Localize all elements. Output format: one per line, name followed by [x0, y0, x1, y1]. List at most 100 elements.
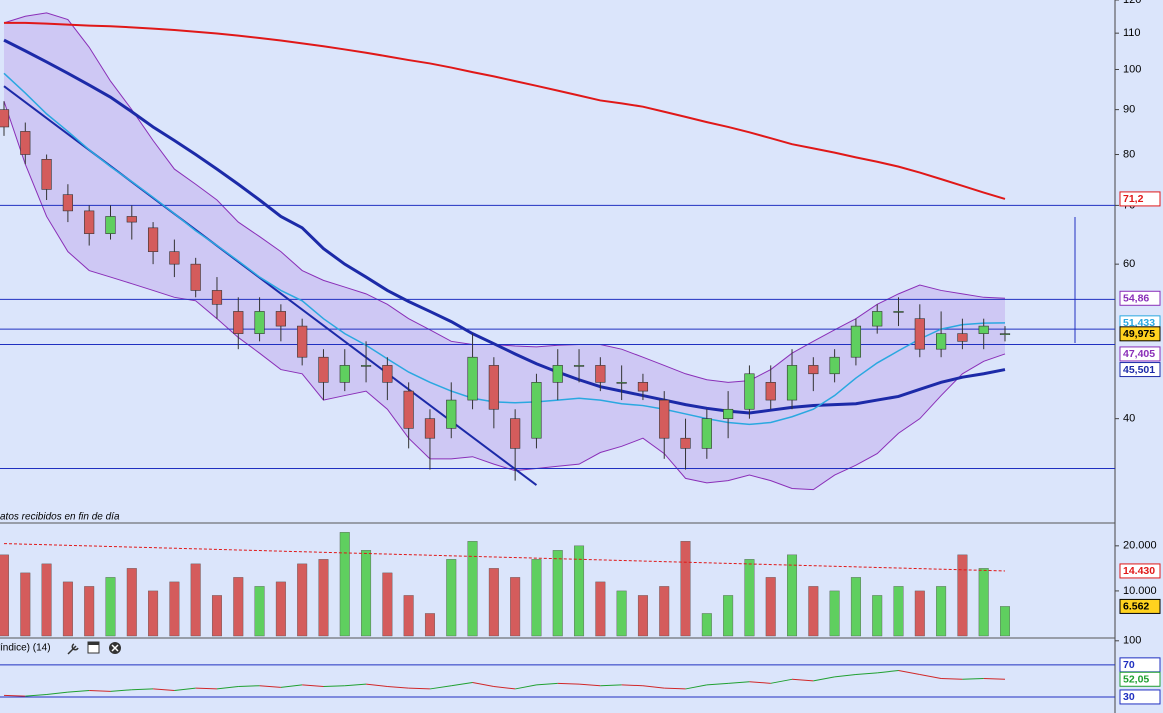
settings-icon[interactable] [67, 643, 79, 655]
price-label: 47,405 [1123, 348, 1155, 360]
volume-bar [361, 550, 372, 637]
price-label-box [1119, 598, 1161, 614]
rsi-segment [195, 687, 217, 690]
candle-body [41, 159, 52, 190]
volume-average [3, 543, 1006, 572]
price-label: 54,86 [1123, 293, 1149, 305]
rsi-segment [983, 678, 1006, 680]
volume-bar [20, 572, 31, 637]
volume-bar [467, 541, 478, 637]
rsi-segment [67, 690, 90, 693]
candle-body [147, 227, 159, 252]
rsi-segment [664, 687, 686, 690]
rsi-segment [557, 682, 580, 685]
candle-body [893, 311, 904, 313]
rsi-segment [515, 684, 537, 690]
candle-body [850, 325, 862, 358]
price-label: 30 [1123, 691, 1135, 703]
label-layer: 120 110 100 90 80 70 60 40 71,2 54,86 51,43349,975… [1119, 0, 1161, 705]
candle-body [488, 365, 499, 410]
candle-body [637, 382, 649, 392]
rsi-segment [579, 683, 601, 687]
price-label: 14.430 [1123, 565, 1155, 577]
rsi-segment [216, 686, 239, 690]
rsi-segment [536, 682, 558, 686]
rsi-segment [877, 669, 899, 674]
volume-bar [616, 590, 627, 637]
rsi-segment [46, 691, 68, 696]
rsi-segment [941, 678, 963, 680]
candle-body [382, 365, 393, 383]
price-label: 51,433 [1123, 317, 1155, 329]
price-label: 6.562 [1123, 601, 1149, 613]
rsi-segment [131, 688, 154, 691]
volume-bar [978, 568, 989, 637]
volume-bar [41, 563, 52, 637]
y-tick-label: 100 [1123, 63, 1141, 75]
candle-body [0, 109, 10, 128]
candle-body [126, 216, 137, 223]
price-label: 49,975 [1123, 328, 1155, 340]
rsi-segment [302, 684, 324, 688]
rsi-segment [728, 681, 750, 684]
volume-bar [872, 595, 883, 637]
bollinger-band [3, 12, 1006, 383]
candle-body [595, 365, 606, 383]
price-label: 71,2 [1123, 193, 1144, 205]
rsi-segment [451, 682, 473, 687]
candle-body [936, 333, 947, 350]
volume-bar [382, 572, 393, 637]
rsi-segment [962, 678, 984, 680]
candle-body [510, 418, 521, 449]
rsi-segment [387, 686, 409, 689]
volume-bar [914, 590, 925, 637]
rsi-segment [323, 685, 345, 688]
candle-body [254, 311, 265, 334]
plot-layer [0, 0, 1119, 698]
candle-body [723, 408, 734, 419]
y-tick-label: 20.000 [1123, 540, 1157, 552]
window-icon-bar [88, 642, 99, 645]
volume-bar [169, 581, 180, 637]
price-label-box [1119, 362, 1161, 378]
y-tick-label: 90 [1123, 104, 1135, 116]
y-tick-label: 60 [1123, 258, 1135, 270]
price-label-box [1119, 346, 1161, 362]
volume-bar [744, 559, 755, 637]
volume-bar [424, 613, 435, 637]
volume-bar [233, 577, 244, 637]
moving-average [3, 38, 1006, 415]
candle-body [275, 311, 286, 327]
candle-body [573, 365, 585, 367]
volume-bar [84, 586, 95, 637]
volume-bar [510, 577, 521, 637]
rsi-segment [174, 687, 196, 692]
candle-body [84, 210, 95, 234]
price-label-box [1119, 191, 1161, 207]
y-tick-label: 100 [1123, 635, 1141, 647]
volume-bar [211, 595, 222, 637]
rsi-segment [855, 672, 878, 675]
y-tick-label: 80 [1123, 148, 1135, 160]
rsi-segment [898, 669, 920, 675]
candle-body [808, 365, 819, 375]
rsi-segment [3, 694, 26, 697]
candle-body [744, 373, 755, 410]
rsi-segment [429, 685, 452, 690]
candle-body [62, 194, 73, 212]
candle-body [616, 382, 627, 384]
bollinger-fill [4, 12, 1005, 490]
moving-average [3, 72, 1006, 426]
volume-bar [957, 554, 968, 637]
rsi-segment [89, 690, 111, 692]
volume-bar [126, 568, 137, 637]
candle-body [190, 263, 201, 291]
candle-body [999, 333, 1011, 335]
rsi-segment [813, 676, 835, 682]
volume-bar [552, 550, 563, 637]
volume-bar [148, 590, 159, 637]
volume-bar [787, 554, 798, 637]
volume-bar [808, 586, 819, 637]
volume-bar [403, 595, 414, 637]
candle-body [446, 399, 457, 429]
